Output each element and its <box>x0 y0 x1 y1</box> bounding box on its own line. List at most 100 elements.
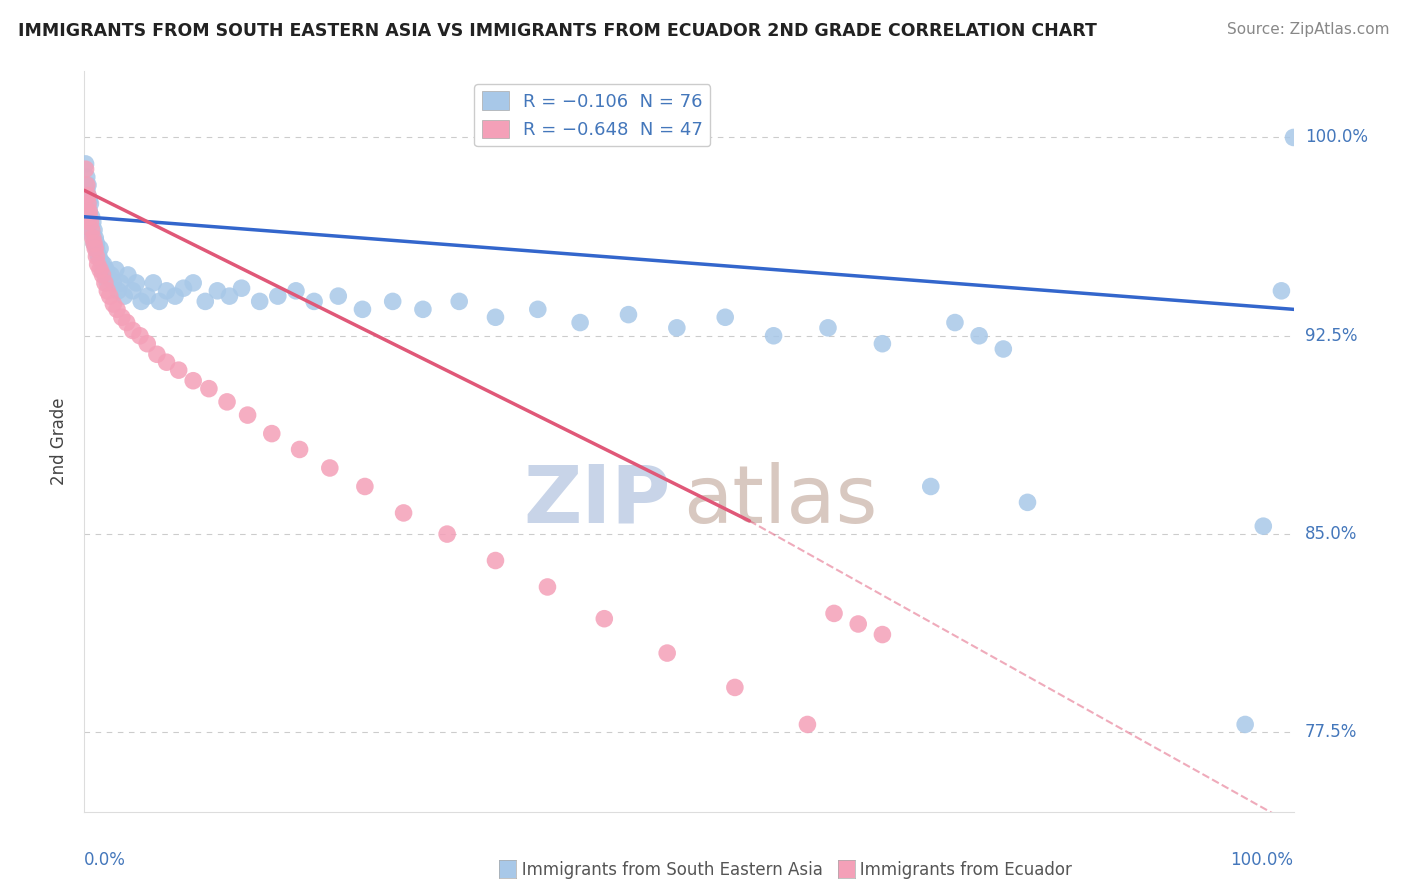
Point <box>284 284 308 298</box>
Point <box>77 178 100 192</box>
Point <box>436 527 458 541</box>
Point <box>129 294 152 309</box>
Text: Source: ZipAtlas.com: Source: ZipAtlas.com <box>1226 22 1389 37</box>
Point <box>449 294 471 309</box>
Point <box>352 302 374 317</box>
Point <box>943 316 966 330</box>
Point <box>76 170 98 185</box>
Point <box>288 442 311 457</box>
Point <box>1282 130 1305 145</box>
Point <box>112 289 135 303</box>
Point <box>155 284 177 298</box>
Text: ZIP: ZIP <box>523 462 671 540</box>
Point <box>267 289 290 303</box>
Point <box>96 284 118 298</box>
Point <box>142 276 165 290</box>
Point <box>80 223 103 237</box>
Point <box>381 294 404 309</box>
Point <box>87 250 110 264</box>
Point <box>657 646 679 660</box>
Point <box>665 321 688 335</box>
Point <box>167 363 190 377</box>
Point <box>1234 717 1257 731</box>
Point <box>103 297 125 311</box>
Point <box>83 236 105 251</box>
Point <box>93 257 115 271</box>
Point <box>392 506 415 520</box>
Point <box>593 612 616 626</box>
Point <box>115 316 138 330</box>
Point <box>107 284 129 298</box>
Point <box>125 276 148 290</box>
Point <box>136 336 159 351</box>
Point <box>86 242 108 256</box>
Point <box>319 461 342 475</box>
Point <box>104 262 127 277</box>
Point <box>80 223 103 237</box>
Text: 0.0%: 0.0% <box>84 851 127 869</box>
Point <box>121 284 143 298</box>
Point <box>148 294 170 309</box>
Point <box>86 250 108 264</box>
Point <box>412 302 434 317</box>
Y-axis label: 2nd Grade: 2nd Grade <box>51 398 69 485</box>
Point <box>249 294 271 309</box>
Point <box>484 553 506 567</box>
Text: 77.5%: 77.5% <box>1305 723 1357 741</box>
Point <box>260 426 283 441</box>
Point <box>121 323 143 337</box>
Point <box>79 215 101 229</box>
Point <box>724 681 747 695</box>
Point <box>823 607 845 621</box>
Point <box>94 262 117 277</box>
Text: Immigrants from South Eastern Asia: Immigrants from South Eastern Asia <box>506 861 823 879</box>
Point <box>79 196 101 211</box>
Point <box>1270 284 1292 298</box>
Point <box>86 247 108 261</box>
Point <box>1253 519 1275 533</box>
Text: 100.0%: 100.0% <box>1305 128 1368 146</box>
Point <box>89 242 111 256</box>
Point <box>77 204 100 219</box>
Point <box>569 316 592 330</box>
Point <box>527 302 550 317</box>
Text: 85.0%: 85.0% <box>1305 525 1357 543</box>
Point <box>77 204 100 219</box>
Point <box>86 236 108 251</box>
Point <box>617 308 640 322</box>
Point <box>77 196 100 211</box>
Point <box>89 262 111 277</box>
Point <box>84 231 107 245</box>
Point <box>920 479 942 493</box>
Point <box>146 347 169 361</box>
Point <box>76 183 98 197</box>
Point <box>77 194 100 208</box>
Point <box>80 210 103 224</box>
Point <box>83 223 105 237</box>
Point <box>354 479 377 493</box>
Point <box>105 302 128 317</box>
Point <box>90 254 112 268</box>
Point <box>77 188 100 202</box>
Point <box>82 228 104 243</box>
Point <box>215 395 238 409</box>
Point <box>75 162 97 177</box>
Point <box>194 294 217 309</box>
Point <box>817 321 839 335</box>
Point <box>94 268 117 282</box>
Point <box>165 289 187 303</box>
Text: atlas: atlas <box>683 462 877 540</box>
Point <box>110 276 132 290</box>
Text: 100.0%: 100.0% <box>1230 851 1294 869</box>
Point <box>136 289 159 303</box>
Point <box>77 188 100 202</box>
Point <box>98 289 121 303</box>
Point <box>846 617 869 632</box>
Text: Immigrants from Ecuador: Immigrants from Ecuador <box>844 861 1071 879</box>
Point <box>84 242 107 256</box>
Point <box>198 382 221 396</box>
Point <box>76 178 98 192</box>
Point <box>111 310 134 325</box>
Point <box>236 408 259 422</box>
Point <box>714 310 737 325</box>
